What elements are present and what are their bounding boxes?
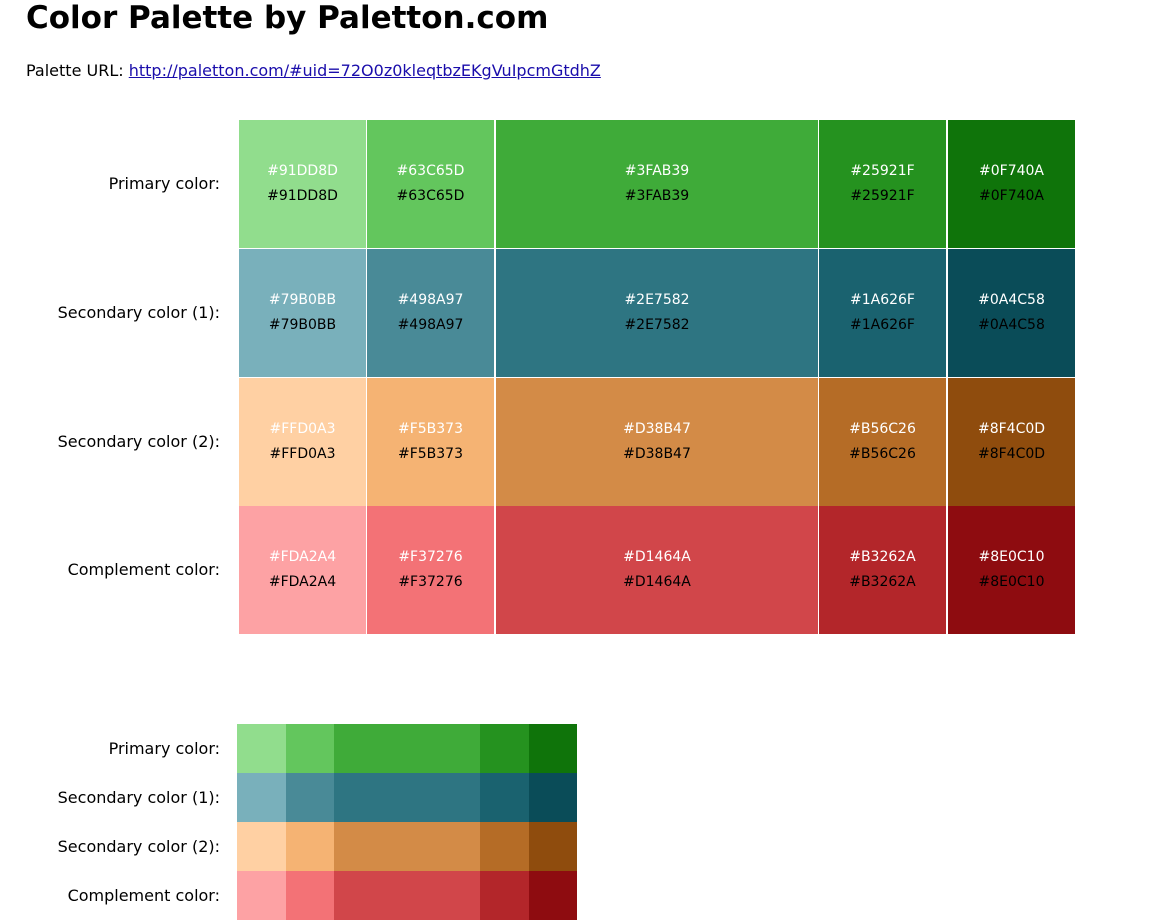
hex-label-white: #FDA2A4: [268, 549, 337, 565]
color-swatch[interactable]: #F37276 #F37276: [367, 506, 494, 634]
preview-row-label: Secondary color (2):: [57, 837, 220, 856]
hex-label-white: #F5B373: [397, 421, 464, 437]
preview-swatch[interactable]: [529, 724, 577, 773]
color-swatch[interactable]: #63C65D #63C65D: [367, 120, 494, 248]
hex-label-black: #8F4C0D: [977, 446, 1046, 462]
hex-label-black: #F5B373: [397, 446, 464, 462]
page-title: Color Palette by Paletton.com: [26, 0, 549, 36]
color-swatch[interactable]: #B56C26 #B56C26: [819, 378, 946, 506]
palette-url-label: Palette URL:: [26, 61, 124, 80]
hex-label-black: #3FAB39: [624, 188, 690, 204]
hex-label-black: #0A4C58: [978, 317, 1045, 333]
palette-url-link[interactable]: http://paletton.com/#uid=72O0z0kleqtbzEK…: [128, 61, 601, 80]
preview-row-label: Secondary color (1):: [57, 788, 220, 807]
preview-swatch[interactable]: [334, 871, 480, 920]
hex-label-black: #FFD0A3: [269, 446, 336, 462]
hex-label-white: #D1464A: [623, 549, 691, 565]
preview-swatch[interactable]: [480, 724, 529, 773]
color-swatch[interactable]: #FDA2A4 #FDA2A4: [239, 506, 366, 634]
color-swatch[interactable]: #B3262A #B3262A: [819, 506, 946, 634]
color-swatch[interactable]: #D1464A #D1464A: [496, 506, 818, 634]
preview-swatch[interactable]: [529, 773, 577, 822]
preview-swatch[interactable]: [237, 773, 286, 822]
preview-row-label: Complement color:: [67, 886, 220, 905]
color-swatch[interactable]: #79B0BB #79B0BB: [239, 249, 366, 377]
color-swatch[interactable]: #2E7582 #2E7582: [496, 249, 818, 377]
color-swatch[interactable]: #91DD8D #91DD8D: [239, 120, 366, 248]
color-swatch[interactable]: #FFD0A3 #FFD0A3: [239, 378, 366, 506]
preview-swatch[interactable]: [237, 822, 286, 871]
color-swatch[interactable]: #3FAB39 #3FAB39: [496, 120, 818, 248]
hex-label-white: #8E0C10: [978, 549, 1045, 565]
preview-swatch[interactable]: [529, 822, 577, 871]
color-swatch[interactable]: #25921F #25921F: [819, 120, 946, 248]
hex-label-black: #1A626F: [850, 317, 915, 333]
hex-label-black: #D1464A: [623, 574, 691, 590]
hex-label-white: #0A4C58: [978, 292, 1045, 308]
palette-url-line: Palette URL: http://paletton.com/#uid=72…: [26, 60, 601, 82]
color-swatch[interactable]: #498A97 #498A97: [367, 249, 494, 377]
hex-label-white: #63C65D: [396, 163, 465, 179]
hex-label-black: #8E0C10: [978, 574, 1045, 590]
hex-label-white: #B56C26: [849, 421, 916, 437]
hex-label-black: #D38B47: [623, 446, 691, 462]
hex-label-white: #91DD8D: [267, 163, 338, 179]
hex-label-black: #0F740A: [979, 188, 1044, 204]
hex-label-black: #91DD8D: [267, 188, 338, 204]
hex-label-white: #F37276: [398, 549, 463, 565]
preview-swatch[interactable]: [334, 773, 480, 822]
hex-label-black: #2E7582: [624, 317, 690, 333]
hex-label-white: #0F740A: [979, 163, 1044, 179]
preview-swatch[interactable]: [286, 724, 334, 773]
hex-label-white: #498A97: [397, 292, 464, 308]
color-swatch[interactable]: #1A626F #1A626F: [819, 249, 946, 377]
preview-swatch[interactable]: [237, 724, 286, 773]
color-swatch[interactable]: #D38B47 #D38B47: [496, 378, 818, 506]
hex-label-black: #79B0BB: [268, 317, 337, 333]
color-swatch[interactable]: #8F4C0D #8F4C0D: [948, 378, 1075, 506]
hex-label-black: #63C65D: [396, 188, 465, 204]
hex-label-black: #B3262A: [849, 574, 916, 590]
preview-swatch[interactable]: [286, 773, 334, 822]
hex-label-white: #1A626F: [850, 292, 915, 308]
row-label: Primary color:: [108, 174, 220, 193]
color-swatch[interactable]: #F5B373 #F5B373: [367, 378, 494, 506]
hex-label-white: #79B0BB: [268, 292, 337, 308]
preview-swatch[interactable]: [286, 871, 334, 920]
hex-label-black: #25921F: [850, 188, 915, 204]
hex-label-white: #2E7582: [624, 292, 690, 308]
hex-label-white: #FFD0A3: [269, 421, 336, 437]
hex-label-black: #B56C26: [849, 446, 916, 462]
hex-label-white: #D38B47: [623, 421, 691, 437]
color-swatch[interactable]: #0A4C58 #0A4C58: [948, 249, 1075, 377]
preview-swatch[interactable]: [529, 871, 577, 920]
hex-label-white: #B3262A: [849, 549, 916, 565]
preview-swatch[interactable]: [480, 871, 529, 920]
color-swatch[interactable]: #8E0C10 #8E0C10: [948, 506, 1075, 634]
preview-swatch[interactable]: [286, 822, 334, 871]
preview-swatch[interactable]: [237, 871, 286, 920]
hex-label-white: #3FAB39: [624, 163, 690, 179]
color-swatch[interactable]: #0F740A #0F740A: [948, 120, 1075, 248]
hex-label-white: #8F4C0D: [977, 421, 1046, 437]
preview-swatch[interactable]: [334, 822, 480, 871]
preview-swatch[interactable]: [480, 773, 529, 822]
hex-label-black: #498A97: [397, 317, 464, 333]
row-label: Secondary color (2):: [57, 432, 220, 451]
row-label: Complement color:: [67, 560, 220, 579]
preview-swatch[interactable]: [480, 822, 529, 871]
hex-label-black: #FDA2A4: [268, 574, 337, 590]
preview-swatch[interactable]: [334, 724, 480, 773]
hex-label-black: #F37276: [398, 574, 463, 590]
preview-row-label: Primary color:: [108, 739, 220, 758]
hex-label-white: #25921F: [850, 163, 915, 179]
row-label: Secondary color (1):: [57, 303, 220, 322]
